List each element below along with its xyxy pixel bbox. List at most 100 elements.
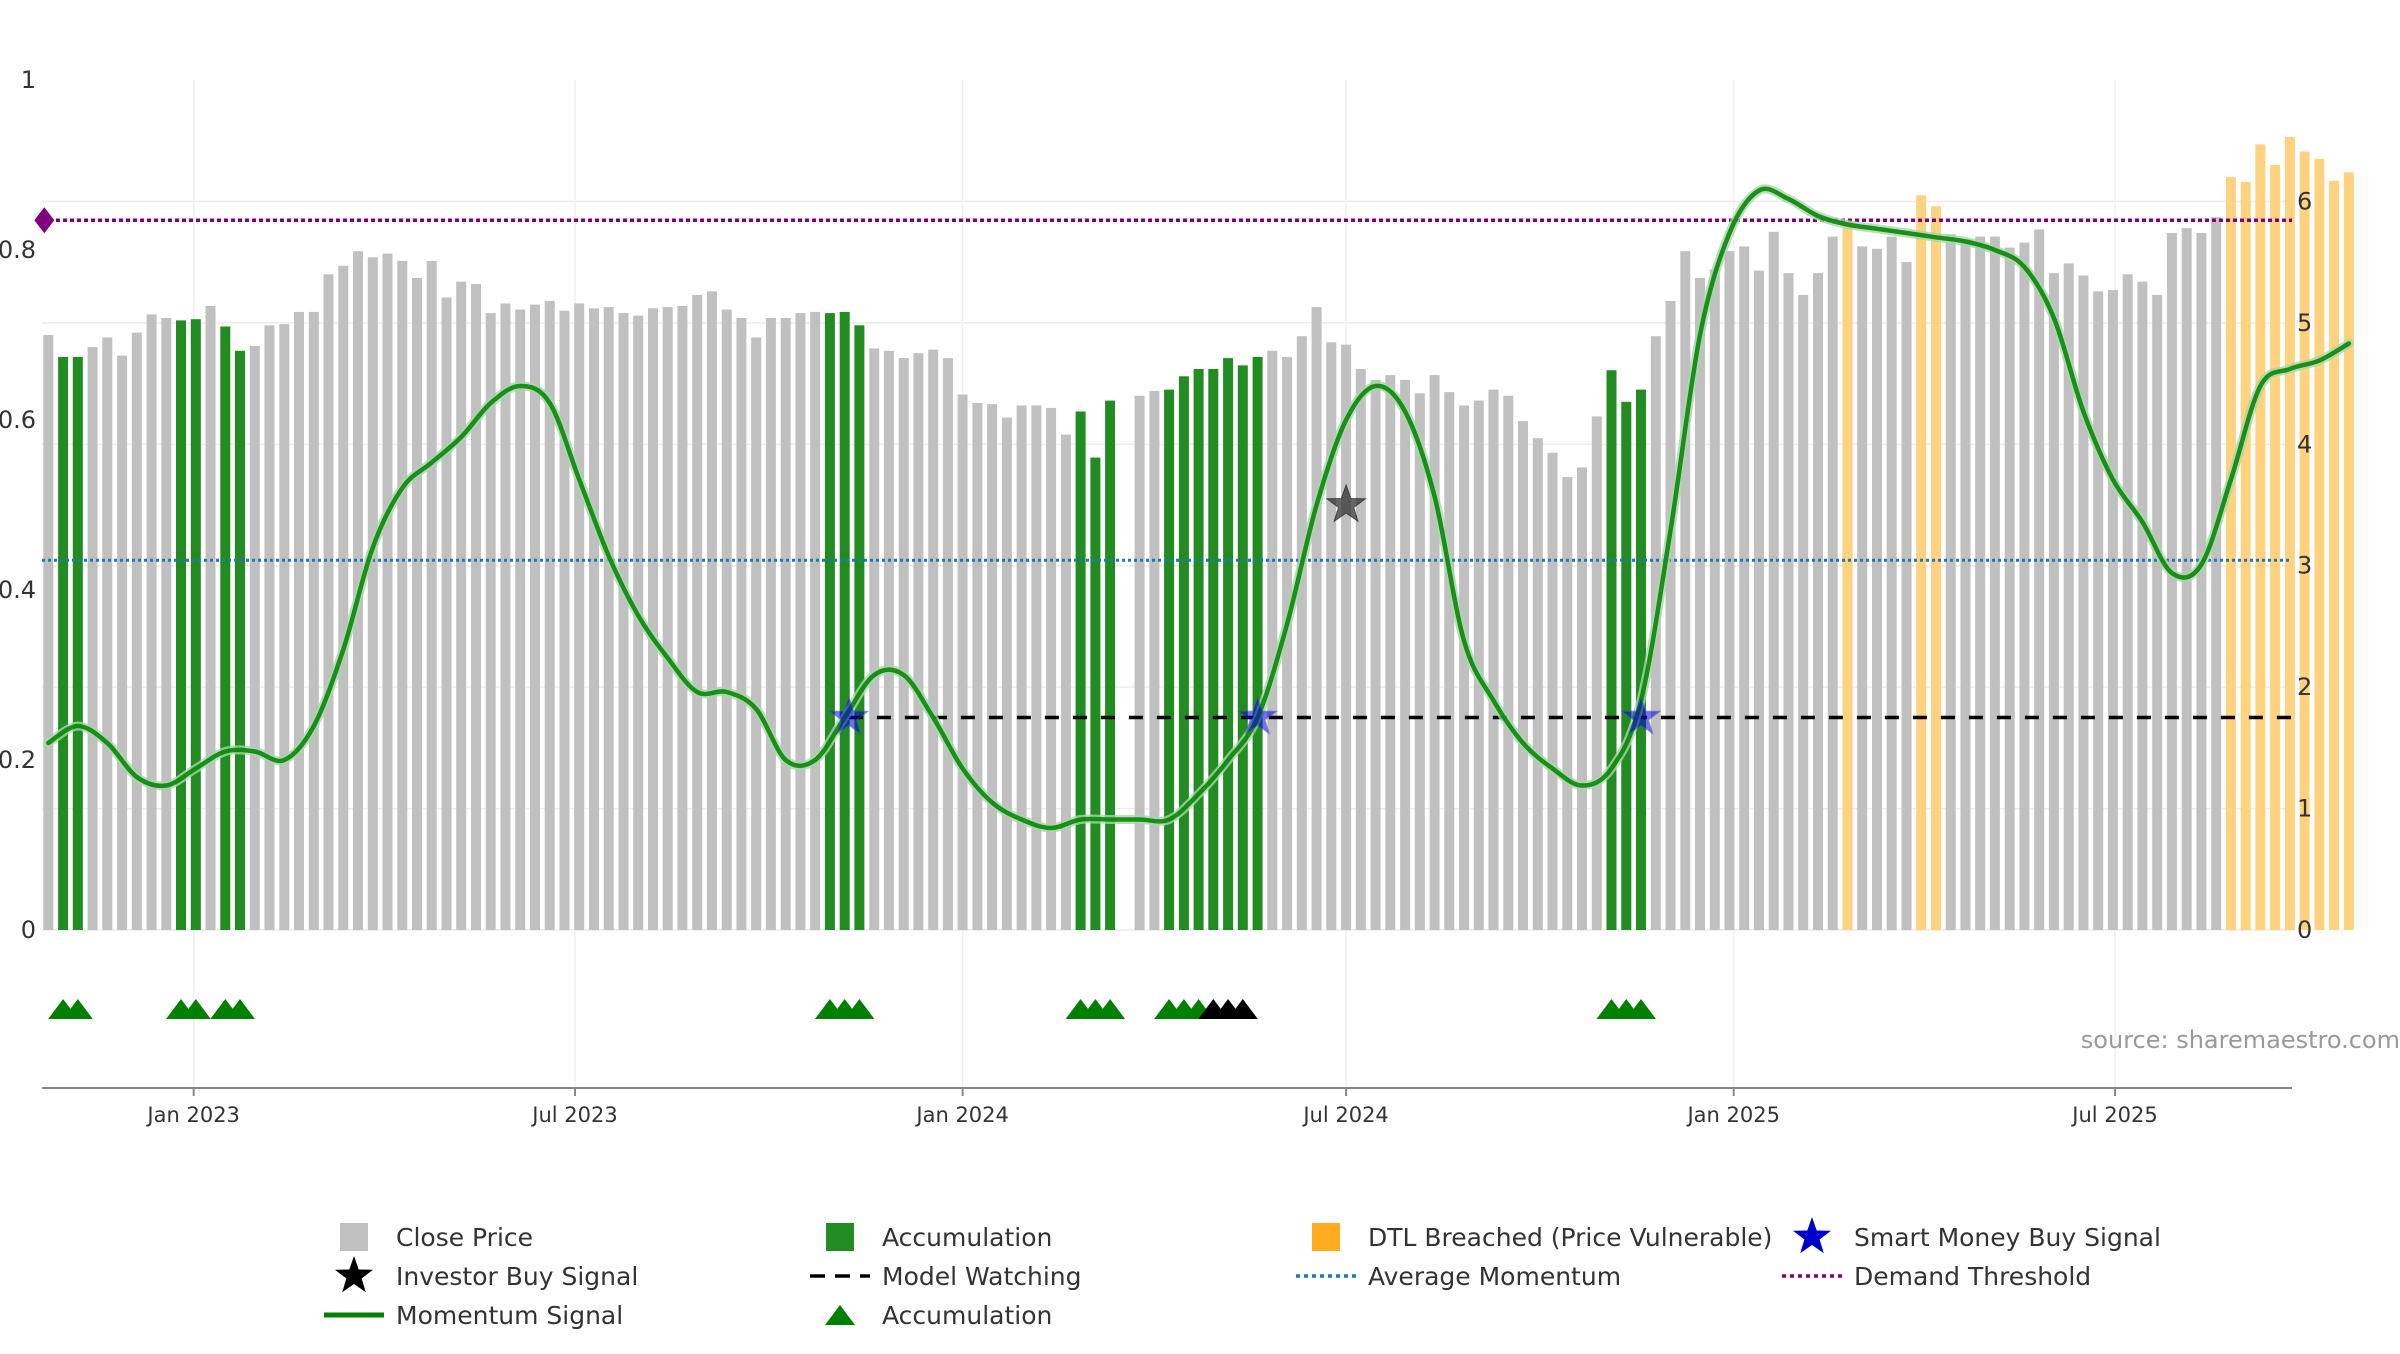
accumulation-bar: [1237, 365, 1248, 930]
close-price-bar: [205, 305, 216, 930]
momentum-signal-line: [46, 186, 2352, 831]
accumulation-bar: [1621, 401, 1632, 930]
close-price-bar: [677, 305, 688, 930]
close-price-bar: [1060, 434, 1071, 930]
accumulation-bar: [1636, 389, 1646, 931]
close-price-bar: [928, 349, 939, 931]
close-price-bar: [559, 310, 570, 930]
close-price-bar: [1989, 236, 2000, 931]
close-price-bar: [780, 318, 791, 930]
close-price-bar: [500, 303, 511, 930]
accumulation-bar: [839, 311, 850, 930]
close-price-bar: [485, 313, 496, 931]
close-price-bar: [1739, 246, 1750, 930]
accumulation-bar: [190, 319, 201, 930]
close-price-bar: [736, 318, 747, 930]
close-price-bar: [2034, 229, 2045, 930]
axes: 0 0.2 0.4 0.6 0.8 1 0 1 2 3 4 5 6 Jan 2023 Jul 2023 Jan…: [0, 66, 2312, 1127]
close-price-bar: [338, 265, 349, 930]
close-price-bar: [574, 303, 585, 930]
close-price-bar: [1695, 277, 1705, 930]
close-price-bar: [1031, 405, 1042, 930]
right-axis-tick-label: 5: [2297, 309, 2312, 337]
close-price-bar: [1577, 467, 1587, 930]
x-axis-tick-label: Jan 2023: [145, 1103, 240, 1127]
close-price-bar: [1591, 416, 1602, 930]
close-price-bar: [1311, 307, 1322, 931]
close-price-bar: [1960, 239, 1971, 931]
close-price-bar: [1134, 395, 1145, 930]
legend-swatch-square: [826, 1223, 854, 1251]
accumulation-bar: [1164, 389, 1175, 931]
close-price-bar: [721, 309, 732, 930]
close-price-bar: [2211, 217, 2222, 930]
accumulation-bar: [1193, 369, 1204, 930]
close-price-bar: [102, 337, 113, 930]
close-price-bar: [2019, 242, 2030, 930]
close-price-bar: [294, 311, 304, 930]
close-price-bar: [471, 284, 481, 930]
close-price-bar: [1532, 438, 1543, 930]
close-price-bar: [1400, 379, 1411, 930]
legend-swatch-square: [1312, 1223, 1340, 1251]
investor-buy-star: [1325, 483, 1367, 523]
close-price-bar: [441, 297, 452, 930]
close-price-bar: [706, 291, 717, 930]
accumulation-bar: [1178, 376, 1189, 930]
left-axis-tick-label: 0.2: [0, 746, 36, 774]
legend-item-demand_threshold: Demand Threshold: [1782, 1262, 2091, 1291]
close-price-bar: [1046, 407, 1057, 930]
close-price-bar: [544, 301, 555, 930]
legend-label: Model Watching: [882, 1262, 1082, 1291]
legend-label: Accumulation: [882, 1223, 1052, 1252]
legend-label: Accumulation: [882, 1301, 1052, 1330]
close-price-bar: [1296, 336, 1307, 930]
dtl-breached-bar: [2299, 151, 2310, 931]
close-price-bar: [264, 325, 275, 930]
close-price-bar: [883, 350, 894, 930]
close-price-bar: [1149, 390, 1160, 930]
legend-swatch-square: [340, 1223, 368, 1251]
close-price-bar: [1326, 342, 1337, 930]
dtl-breached-bar: [2343, 172, 2354, 931]
close-price-bar: [1872, 248, 1882, 931]
legend-label: Smart Money Buy Signal: [1854, 1223, 2161, 1252]
legend-swatch-triangle: [825, 1305, 855, 1325]
accumulation-marker: [225, 999, 255, 1019]
legend-label: Demand Threshold: [1854, 1262, 2091, 1291]
legend-item-dtl: DTL Breached (Price Vulnerable): [1312, 1223, 1772, 1252]
close-price-bar: [367, 257, 378, 930]
accumulation-bar: [1075, 411, 1086, 930]
close-price-bar: [913, 353, 924, 930]
close-price-bar: [795, 313, 806, 931]
close-price-bar: [957, 394, 968, 930]
close-price-bar: [1547, 452, 1558, 930]
close-price-bar: [2048, 273, 2059, 931]
close-price-bar: [2137, 281, 2148, 931]
accumulation-bar: [1223, 358, 1234, 931]
legend-label: Close Price: [396, 1223, 533, 1252]
close-price-bar: [987, 404, 998, 930]
close-price-bar: [1857, 246, 1868, 930]
legend-label: DTL Breached (Price Vulnerable): [1368, 1223, 1772, 1252]
close-price-bar: [530, 304, 540, 931]
legend-label: Investor Buy Signal: [396, 1262, 638, 1291]
close-price-bar: [2122, 274, 2133, 930]
close-price-bar: [1355, 369, 1366, 930]
close-price-bar: [1385, 375, 1396, 931]
legend-item-investor: Investor Buy Signal: [335, 1256, 638, 1293]
close-price-bar: [810, 311, 821, 930]
close-price-bar: [1827, 236, 1838, 931]
accumulation-bar: [1606, 370, 1617, 930]
source-label: source: sharemaestro.com: [2081, 1026, 2400, 1054]
left-axis-tick-label: 0.6: [0, 406, 36, 434]
close-price-bar: [1267, 350, 1278, 930]
close-price-bar: [117, 355, 128, 931]
close-price-bar: [1798, 294, 1809, 930]
close-price-bar: [692, 294, 703, 930]
close-price-bar: [589, 308, 599, 930]
close-price-bar: [603, 307, 614, 931]
close-price-bar: [1945, 234, 1956, 930]
close-price-bar: [1783, 273, 1794, 931]
